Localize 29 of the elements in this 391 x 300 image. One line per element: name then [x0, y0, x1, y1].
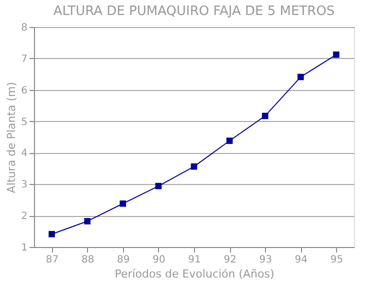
- x-tick-label: 93: [259, 254, 272, 266]
- y-tick-label: 3: [21, 180, 28, 191]
- chart-title: ALTURA DE PUMAQUIRO FAJA DE 5 METROS: [53, 4, 335, 19]
- y-tick-label: 6: [21, 85, 28, 96]
- point: [48, 230, 55, 238]
- x-tick-label: 91: [188, 254, 201, 266]
- y-tick-label: 8: [21, 22, 28, 34]
- y-axis-title: Altura de Planta (m): [5, 82, 18, 194]
- point: [262, 112, 268, 120]
- x-tick-label: 95: [330, 254, 344, 266]
- x-tick-label: 92: [224, 254, 236, 266]
- point: [84, 218, 90, 224]
- x-tick-label: 90: [152, 254, 166, 266]
- point: [333, 51, 340, 58]
- y-tick-label: 7: [21, 54, 28, 65]
- point: [120, 200, 126, 207]
- point: [155, 182, 162, 190]
- x-tick-label: 94: [294, 254, 308, 266]
- x-tick-label: 88: [81, 254, 94, 266]
- x-tick-label: 87: [46, 254, 59, 266]
- point: [226, 138, 233, 144]
- x-axis-title: Períodos de Evolución (Años): [114, 268, 274, 280]
- point: [190, 163, 198, 170]
- y-tick-label: 5: [21, 116, 28, 128]
- y-tick-label: 4: [21, 148, 28, 160]
- point: [298, 74, 304, 80]
- x-tick-label: 89: [117, 254, 130, 266]
- y-tick-label: 2: [21, 211, 28, 222]
- y-tick-label: 1: [21, 242, 28, 254]
